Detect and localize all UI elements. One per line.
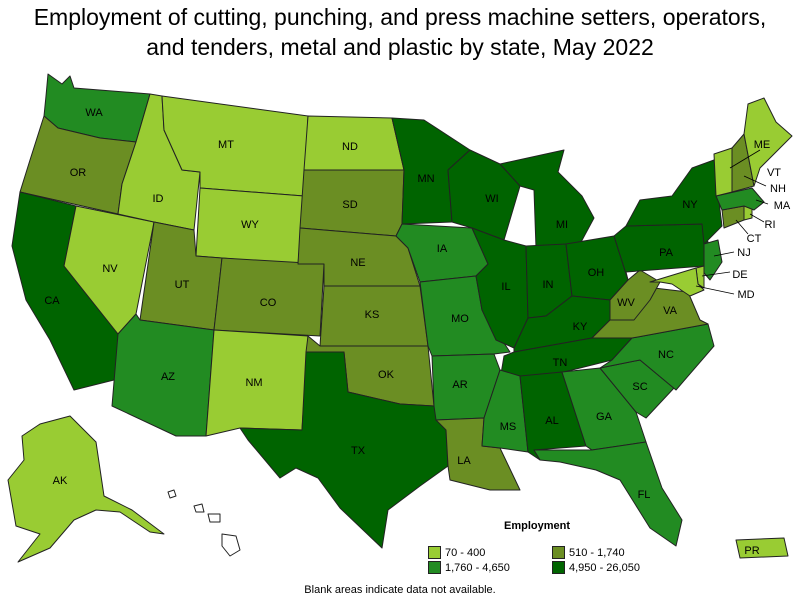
state-ak[interactable] (7, 415, 165, 563)
label-nj: NJ (737, 247, 750, 259)
legend-swatch-3 (428, 561, 441, 574)
state-labels: WA OR CA NV ID MT WY UT AZ CO NM ND SD N… (44, 107, 791, 557)
label-md: MD (737, 289, 754, 301)
legend-item-4: 4,950 - 26,050 (552, 561, 640, 574)
label-co: CO (260, 297, 277, 309)
state-co[interactable] (213, 257, 325, 337)
legend-title: Employment (504, 520, 571, 532)
state-md[interactable] (649, 267, 705, 297)
state-wv[interactable] (609, 269, 661, 321)
state-tx[interactable] (239, 351, 449, 549)
label-mi: MI (556, 219, 568, 231)
label-al: AL (545, 415, 558, 427)
label-ct: CT (747, 233, 762, 245)
label-fl: FL (638, 489, 651, 501)
state-mi[interactable] (499, 149, 595, 249)
label-ga: GA (596, 411, 613, 423)
title-line-1: Employment of cutting, punching, and pre… (33, 4, 767, 30)
label-mt: MT (218, 139, 234, 151)
legend-label-4: 4,950 - 26,050 (569, 561, 640, 574)
label-pa: PA (659, 247, 674, 259)
label-tn: TN (553, 357, 568, 369)
label-wa: WA (85, 107, 103, 119)
leader-lines (695, 149, 769, 295)
label-il: IL (501, 281, 510, 293)
legend-label-1: 70 - 400 (445, 546, 486, 559)
state-fl[interactable] (533, 441, 683, 547)
label-mn: MN (417, 173, 434, 185)
label-ri: RI (765, 219, 776, 231)
label-nc: NC (658, 349, 674, 361)
label-nm: NM (245, 377, 262, 389)
label-mo: MO (451, 313, 469, 325)
label-tx: TX (351, 445, 366, 457)
state-wi[interactable] (447, 149, 521, 241)
state-vt[interactable] (713, 147, 733, 197)
label-ma: MA (774, 200, 791, 212)
label-pr: PR (744, 545, 759, 557)
label-ks: KS (365, 309, 380, 321)
label-de: DE (732, 269, 747, 281)
label-vt: VT (767, 167, 781, 179)
footnote: Blank areas indicate data not available. (304, 584, 496, 596)
label-ut: UT (175, 279, 190, 291)
label-wy: WY (241, 219, 259, 231)
state-me[interactable] (743, 97, 793, 187)
label-wi: WI (485, 193, 498, 205)
label-ne: NE (350, 257, 365, 269)
legend-label-3: 1,760 - 4,650 (445, 561, 510, 574)
legend-item-3: 1,760 - 4,650 (428, 561, 510, 574)
label-ca: CA (44, 295, 60, 307)
state-hi[interactable] (167, 489, 241, 557)
legend-label-2: 510 - 1,740 (569, 546, 625, 559)
label-ky: KY (573, 321, 588, 333)
label-ia: IA (437, 243, 448, 255)
label-or: OR (70, 167, 87, 179)
label-ak: AK (53, 475, 68, 487)
label-va: VA (663, 305, 678, 317)
label-ny: NY (682, 199, 698, 211)
legend-swatch-1 (428, 546, 441, 559)
label-nd: ND (342, 141, 358, 153)
label-nv: NV (102, 263, 118, 275)
label-ms: MS (500, 421, 517, 433)
label-oh: OH (588, 267, 605, 279)
label-ok: OK (378, 369, 395, 381)
label-la: LA (457, 455, 471, 467)
label-az: AZ (161, 371, 175, 383)
state-pr[interactable] (735, 537, 789, 559)
legend-swatch-4 (552, 561, 565, 574)
title-line-2: and tenders, metal and plastic by state,… (146, 34, 654, 60)
state-il[interactable] (471, 227, 529, 349)
legend-swatch-2 (552, 546, 565, 559)
map-title: Employment of cutting, punching, and pre… (0, 2, 800, 62)
label-ar: AR (452, 379, 467, 391)
label-me: ME (754, 139, 771, 151)
label-wv: WV (617, 297, 635, 309)
label-sd: SD (342, 199, 357, 211)
label-id: ID (153, 193, 164, 205)
label-sc: SC (632, 381, 647, 393)
label-nh: NH (770, 183, 786, 195)
label-in: IN (543, 279, 554, 291)
legend-item-2: 510 - 1,740 (552, 546, 625, 559)
legend-item-1: 70 - 400 (428, 546, 485, 559)
